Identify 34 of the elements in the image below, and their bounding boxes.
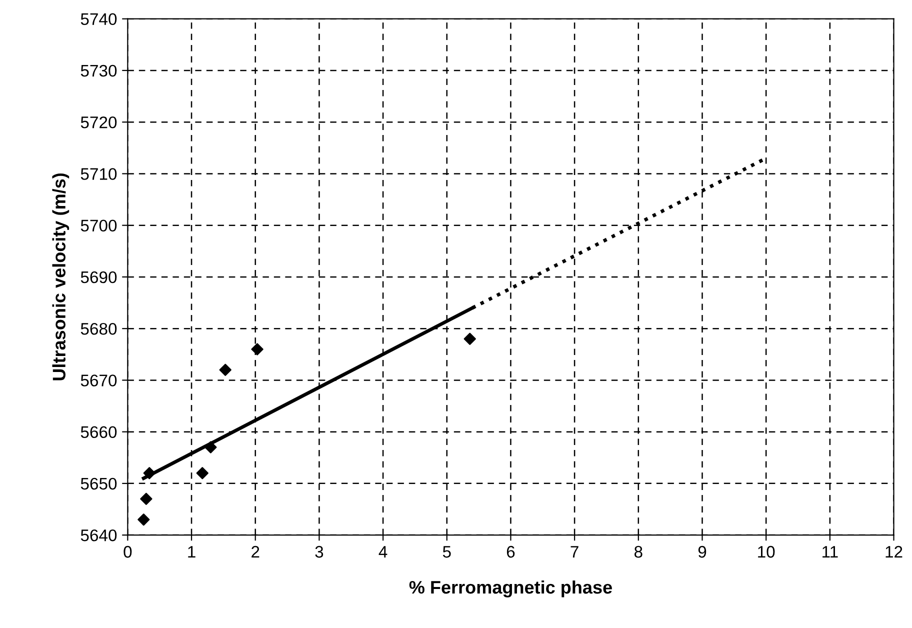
y-tick-label: 5660 <box>80 426 117 438</box>
y-tick-label: 5720 <box>80 116 117 128</box>
x-tick-label: 5 <box>442 546 451 558</box>
x-tick-label: 12 <box>886 546 902 558</box>
y-tick-label: 5690 <box>80 271 117 284</box>
point <box>143 467 156 480</box>
x-tick-label: 2 <box>252 546 260 558</box>
x-tick-label: 4 <box>378 546 388 558</box>
x-tick-label: 9 <box>698 546 706 558</box>
y-tick-label: 5730 <box>80 64 117 77</box>
y-tick-label: 5740 <box>80 13 117 26</box>
point <box>204 441 217 454</box>
point <box>464 332 476 345</box>
x-tick-label: 11 <box>822 546 838 558</box>
x-tick-label: 7 <box>570 546 578 558</box>
x-axis-title: % Ferromagnetic phase <box>409 580 612 598</box>
point <box>219 364 232 376</box>
x-tick-label: 0 <box>124 546 132 558</box>
y-tick-label: 5670 <box>80 374 117 386</box>
x-tick-label: 6 <box>506 546 515 558</box>
x-tick-label: 8 <box>634 546 642 558</box>
point <box>251 343 264 356</box>
x-tick-label: 10 <box>758 546 775 558</box>
y-tick-label: 5680 <box>80 322 117 335</box>
point <box>138 513 150 526</box>
point <box>140 492 152 505</box>
x-tick-label: 1 <box>188 546 196 558</box>
point <box>196 467 208 480</box>
y-tick-label: 5640 <box>80 529 117 542</box>
y-tick-label: 5650 <box>80 478 117 490</box>
y-tick-label: 5700 <box>80 220 117 232</box>
y-tick-label: 5710 <box>80 168 117 180</box>
x-tick-label: 3 <box>315 546 324 558</box>
y-axis-title: Ultrasonic velocity (m/s) <box>52 173 70 380</box>
